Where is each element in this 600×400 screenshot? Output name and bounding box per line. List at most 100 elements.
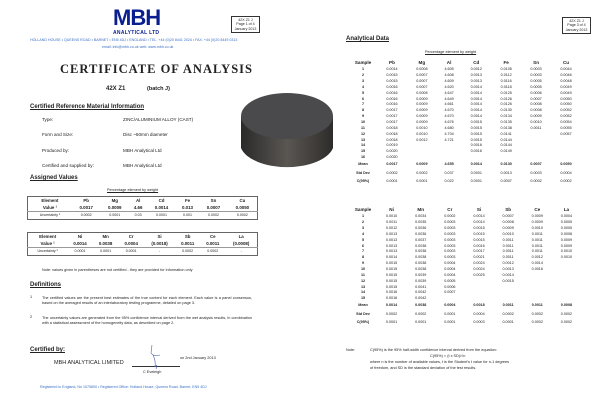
table-row: 6 0.0016 0.0009 4.649 0.0014 0.0126 0.0007 0.00… — [349, 96, 581, 102]
table-row: 12 0.0015 0.0039 0.0005 0.0015 — [349, 278, 581, 284]
column-header: Fe — [503, 60, 509, 65]
table-cell: 4.680 — [444, 125, 454, 130]
table-cell: 0.0010 — [530, 120, 542, 125]
table-cell: 0.0003 — [473, 320, 485, 325]
table-cell: 0.0009 — [531, 220, 543, 225]
page-number: Page 1 of 4 — [236, 22, 255, 27]
table-row: 9 0.0017 0.0009 4.670 0.0014 0.0134 0.0009 0.00… — [349, 114, 581, 120]
address-line: HOLLAND HOUSE • QUEENS ROAD • BARNET • E… — [30, 38, 238, 42]
column-header: Sn — [533, 60, 539, 65]
table-cell: 0.0036 — [415, 226, 427, 231]
table-cell: 0.0001 — [118, 247, 144, 255]
signature-line — [132, 366, 180, 367]
table-cell: La — [238, 234, 244, 239]
table-cell: Fe — [184, 198, 191, 203]
table-cell: 0.0002 — [199, 211, 228, 219]
table-cell: 8 — [361, 255, 365, 260]
table-cell: 0.0011 — [531, 237, 543, 242]
table-cell: 0.0010 — [531, 226, 543, 231]
signature-mark — [150, 344, 161, 370]
table-cell: 0.0014 — [470, 102, 482, 107]
table-cell: 0.0008 — [416, 90, 428, 95]
table-cell: 0.0042 — [415, 290, 427, 295]
note-line-1: C(95%) is the 95% half-width confidence … — [370, 348, 497, 352]
table-cell: 4.655 — [444, 162, 454, 167]
table-cell: 0.0009 — [416, 108, 428, 113]
table-row: 11 0.0015 0.0039 0.0004 0.0025 0.0014 — [349, 272, 581, 278]
table-cell: 0.0125 — [500, 90, 512, 95]
table-cell: 7 — [361, 249, 365, 254]
table-cell: 0.0003 — [444, 255, 456, 260]
std-dev-row: Std Dev 0.0002 0.0002 0.0001 0.0004 0.0002 0.0… — [349, 310, 581, 319]
table-cell: 0.0002 — [560, 320, 573, 325]
table-cell: 0.0003 — [444, 226, 456, 231]
table-cell: 0.0007 — [530, 96, 542, 101]
uncertainty-row: Uncertainty ² 0.0001 0.0001 0.0001-0.0002 0.… — [27, 247, 258, 255]
table-cell: 11 — [361, 125, 365, 130]
table-cell: 0.0019 — [386, 143, 398, 148]
table-cell: 0.0001 — [470, 179, 482, 184]
info-label: Produced by: — [42, 147, 70, 153]
assigned-values-table-2: Element Ni Mn Cr Si Sb Ce La Value ¹ 0.0014 0.0038… — [27, 232, 258, 256]
table-cell: 14 — [360, 143, 366, 148]
mean-row: Mean 0.0014 0.0038 0.0004 0.0018 0.0011 0.0011… — [349, 302, 581, 311]
table-cell: 0.0050 — [560, 102, 572, 107]
table-cell: Std Dev — [356, 311, 370, 316]
column-header: Sb — [505, 207, 512, 212]
table-cell: 0.0016 — [473, 243, 485, 248]
table-cell: 0.0009 — [416, 162, 428, 167]
table-cell: C(95%) — [356, 179, 370, 184]
column-header: Pb — [389, 60, 395, 65]
table-cell: 0.0105 — [500, 67, 512, 72]
table-cell: 0.0010 — [560, 255, 573, 260]
table-cell: 11 — [361, 272, 365, 277]
table-cell: 0.0038 — [415, 249, 427, 254]
table-cell: 0.0002 — [200, 247, 226, 255]
table-cell: 0.0048 — [560, 79, 572, 84]
table-cell: 0.0013 — [385, 231, 398, 236]
table-cell: 0.0014 — [470, 84, 482, 89]
table-cell: Si — [157, 234, 162, 239]
table-cell: 0.0116 — [500, 79, 512, 84]
document-reference-box: 42X Z1 J Page 1 of 4 January 2013 — [231, 16, 260, 33]
table-cell: 0.0002 — [386, 170, 398, 175]
table-cell: 10 — [360, 120, 366, 125]
table-cell: 8 — [361, 108, 365, 113]
table-cell: 0.0017 — [386, 162, 398, 167]
definition-2-text: The uncertainty values are generated fro… — [42, 316, 252, 325]
table-cell: 0.0014 — [470, 96, 482, 101]
table-cell: Value ¹ — [42, 205, 58, 210]
crm-info-heading: Certified Reference Material Information — [30, 104, 145, 110]
table-row: 7 0.0013 0.0038 0.0003 0.0017 0.0011 0.0011 0.0… — [349, 249, 581, 255]
table-cell: Uncertainty ² — [27, 247, 68, 255]
table-cell: 0.0016 — [531, 267, 543, 272]
table-cell: 4.609 — [444, 79, 454, 84]
table-cell: 0.0001 — [444, 320, 456, 325]
table-cell: 0.0012 — [531, 255, 543, 260]
table-cell: 0.0015 — [470, 131, 482, 136]
table-cell: 0.0018 — [386, 131, 398, 136]
table-row: 13 0.0018 0.0012 4.721 0.0015 0.0144 — [349, 137, 581, 143]
table-cell: 0.0050 — [560, 96, 572, 101]
table-cell: 0.0005 — [530, 84, 542, 89]
table-cell: 0.0015 — [473, 231, 485, 236]
table-cell: 0.0011 — [206, 241, 220, 246]
table-cell: 0.0005 — [444, 278, 456, 283]
table-cell: 0.0049 — [560, 84, 572, 89]
table-cell: 0.0011 — [386, 220, 398, 225]
info-label: Certified and supplied by: — [42, 162, 94, 168]
table-cell: 0.0008 — [416, 67, 428, 72]
column-header: Cr — [447, 207, 453, 212]
table-cell: 0.0050 — [235, 205, 250, 210]
table-cell: 0.0011 — [502, 303, 514, 308]
table-cell: 0.0014 — [473, 220, 485, 225]
info-value: Disc ~50mm diameter — [123, 132, 168, 138]
table-cell: 2 — [361, 73, 365, 78]
table-cell: 0.0011 — [531, 231, 543, 236]
table-cell: 0.0003 — [530, 67, 542, 72]
column-header: Cu — [562, 60, 570, 65]
contact-line[interactable]: email: info@mbh.co.uk web: www.mbh.co.uk — [102, 45, 174, 49]
column-header: Al — [446, 60, 452, 65]
table-cell: 0.0009 — [416, 114, 428, 119]
table-cell: 0.001 — [175, 211, 200, 219]
